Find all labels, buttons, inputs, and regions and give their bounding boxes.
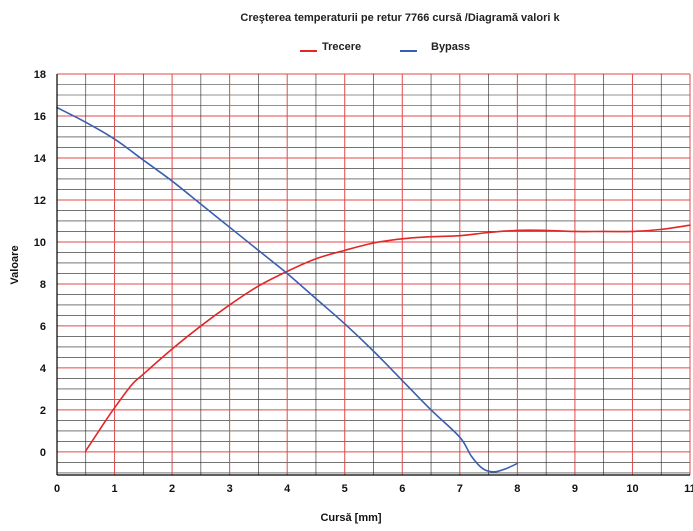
x-tick-label: 3 [227,483,233,495]
x-tick-label: 7 [457,483,463,495]
y-tick-label: 0 [40,447,46,459]
grid-vertical [56,74,691,475]
y-tick-label: 10 [34,237,46,249]
y-tick-label: 18 [34,69,46,81]
y-tick-label: 4 [40,363,47,375]
x-tick-label: 11 [684,483,693,495]
x-tick-label: 4 [284,483,291,495]
y-tick-labels: 0 2 4 6 8 10 12 14 16 18 [34,69,47,459]
x-axis-label: Cursă [mm] [320,512,381,524]
series-layer [56,106,691,473]
x-tick-label: 8 [514,483,520,495]
axes [56,74,690,476]
x-tick-labels: 0 1 2 3 4 5 6 7 8 9 10 11 [54,483,693,495]
y-tick-label: 6 [40,321,46,333]
x-tick-label: 9 [572,483,578,495]
x-tick-label: 0 [54,483,60,495]
y-tick-label: 14 [34,153,47,165]
y-tick-label: 12 [34,195,46,207]
y-tick-label: 8 [40,279,46,291]
y-tick-label: 2 [40,405,46,417]
series-line-trecere [84,224,691,452]
series-line-bypass [56,106,519,473]
y-axis-label: Valoare [9,245,21,284]
x-tick-label: 5 [342,483,348,495]
legend: Trecere Bypass [300,41,470,53]
x-tick-label: 6 [399,483,405,495]
x-tick-label: 1 [111,483,117,495]
x-tick-label: 10 [626,483,638,495]
x-tick-label: 2 [169,483,175,495]
chart-title: Creşterea temperaturii pe retur 7766 cur… [240,12,560,24]
legend-label-bypass: Bypass [431,41,470,53]
legend-label-trecere: Trecere [322,41,361,53]
y-tick-label: 16 [34,111,46,123]
